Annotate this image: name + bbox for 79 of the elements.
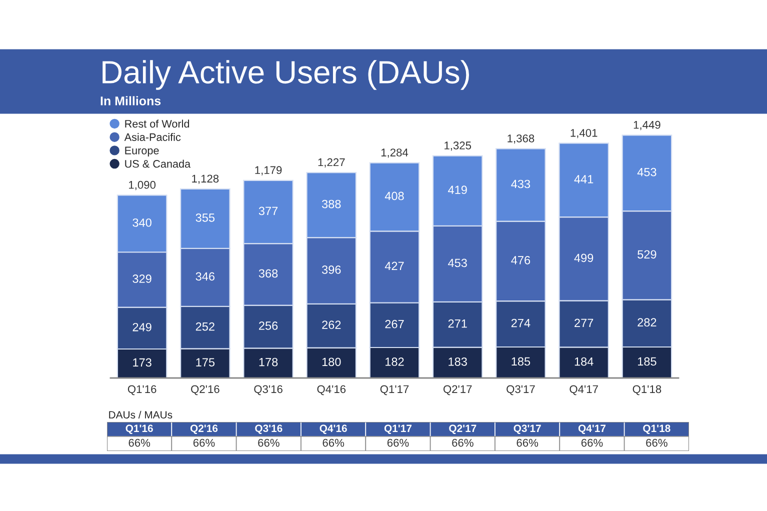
data-label: 274 bbox=[511, 318, 530, 328]
data-label: 396 bbox=[322, 266, 341, 274]
x-tick-label: Q3'17 bbox=[506, 385, 535, 396]
total-label: 1,090 bbox=[129, 180, 156, 190]
text: 66% bbox=[128, 438, 150, 447]
x-tick-label: Q4'16 bbox=[317, 385, 346, 396]
total-label: 1,128 bbox=[192, 174, 219, 184]
data-label: 529 bbox=[638, 250, 656, 259]
total-label: 1,449 bbox=[634, 120, 660, 130]
category-label: Q4'16 bbox=[320, 424, 347, 434]
data-label: 178 bbox=[259, 358, 278, 366]
data-label: 355 bbox=[196, 214, 215, 222]
text: 66% bbox=[581, 438, 603, 447]
category-label: Q1'17 bbox=[384, 424, 412, 434]
data-label: 185 bbox=[512, 357, 530, 366]
data-label: 340 bbox=[132, 218, 152, 227]
total-label: 1,227 bbox=[318, 158, 345, 168]
data-label: 175 bbox=[196, 358, 215, 367]
data-label: 277 bbox=[574, 318, 594, 327]
category-label: Q1'18 bbox=[643, 424, 670, 434]
text: 66% bbox=[322, 438, 344, 447]
data-label: 499 bbox=[574, 254, 594, 262]
text: 66% bbox=[258, 438, 280, 447]
category-label: Q4'17 bbox=[578, 424, 606, 434]
data-label: 453 bbox=[637, 168, 656, 176]
data-label: 329 bbox=[132, 274, 152, 283]
text: 66% bbox=[452, 438, 474, 447]
data-label: 282 bbox=[638, 318, 656, 327]
chart-subtitle: In Millions bbox=[100, 96, 161, 106]
data-label: 185 bbox=[638, 357, 656, 366]
data-label: 184 bbox=[574, 357, 594, 366]
data-label: 441 bbox=[574, 175, 594, 184]
data-label: 388 bbox=[322, 200, 341, 208]
legend-label: Rest of World bbox=[125, 120, 190, 128]
data-label: 182 bbox=[386, 358, 404, 366]
x-tick-label: Q3'16 bbox=[254, 385, 282, 396]
data-label: 183 bbox=[448, 357, 467, 366]
x-tick-label: Q1'18 bbox=[632, 385, 662, 396]
data-label: 262 bbox=[322, 320, 341, 330]
legend-label: US & Canada bbox=[125, 160, 191, 168]
x-tick-label: Q2'17 bbox=[443, 385, 472, 396]
data-label: 180 bbox=[322, 358, 341, 366]
text: 66% bbox=[646, 438, 668, 447]
data-label: 419 bbox=[448, 186, 467, 194]
data-label: 346 bbox=[196, 272, 214, 281]
data-label: 249 bbox=[132, 322, 152, 332]
category-label: Q1'16 bbox=[126, 424, 153, 434]
data-label: 173 bbox=[133, 358, 152, 367]
total-label: 1,368 bbox=[508, 134, 534, 144]
data-label: 271 bbox=[448, 319, 467, 328]
data-label: 408 bbox=[384, 192, 404, 200]
x-tick-label: Q2'16 bbox=[191, 385, 220, 396]
text: 66% bbox=[387, 438, 409, 447]
total-label: 1,401 bbox=[570, 128, 598, 138]
total-label: 1,284 bbox=[381, 148, 408, 158]
legend-label: Europe bbox=[125, 146, 159, 156]
data-label: 453 bbox=[448, 258, 467, 268]
data-label: 377 bbox=[258, 206, 278, 216]
category-label: Q3'17 bbox=[514, 424, 541, 434]
total-label: 1,325 bbox=[444, 142, 472, 151]
chart-title: Daily Active Users (DAUs) bbox=[102, 60, 469, 90]
category-label: Q2'17 bbox=[449, 424, 476, 434]
total-label: 1,179 bbox=[255, 166, 282, 176]
data-label: 433 bbox=[511, 180, 530, 188]
data-label: 427 bbox=[384, 262, 404, 270]
data-label: 256 bbox=[259, 322, 278, 330]
category-label: Q3'16 bbox=[255, 424, 282, 434]
legend-label: Asia-Pacific bbox=[124, 133, 181, 141]
text: DAUs / MAUs bbox=[109, 410, 172, 418]
category-label: Q2'16 bbox=[190, 424, 218, 434]
data-label: 252 bbox=[196, 322, 214, 331]
x-tick-label: Q1'16 bbox=[128, 385, 156, 396]
data-label: 368 bbox=[258, 269, 278, 278]
data-label: 476 bbox=[511, 256, 530, 264]
data-label: 267 bbox=[385, 320, 404, 328]
x-tick-label: Q1'17 bbox=[380, 385, 409, 396]
x-tick-label: Q4'17 bbox=[570, 385, 598, 396]
text: 66% bbox=[516, 438, 538, 447]
text: 66% bbox=[193, 438, 215, 447]
